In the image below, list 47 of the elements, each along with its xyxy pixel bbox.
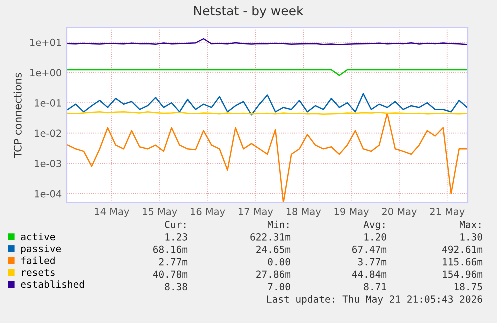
text: 1.23 [166, 233, 188, 241]
text: 27.86m [256, 270, 291, 278]
text: Max: [460, 221, 481, 228]
legend-label: failed [22, 256, 55, 264]
y-tick-label: 1e+01 [30, 38, 62, 46]
text: Avg: [364, 221, 385, 230]
text: 24.65m [256, 246, 291, 254]
y-tick-label: 1e+00 [30, 69, 62, 77]
y-axis-title: TCP connections [14, 73, 22, 158]
text: 0.00 [268, 258, 290, 266]
chart-title: Netstat - by week [194, 6, 304, 18]
x-tick-label: 16 May [191, 208, 226, 218]
text: Min: [268, 220, 289, 228]
text: 7.00 [268, 283, 290, 291]
x-tick-label: 20 May [382, 208, 417, 218]
text: 622.31m [250, 233, 291, 241]
y-tick-label: 1e-03 [35, 160, 62, 168]
text: 67.47m [352, 246, 387, 254]
text: Cur: [165, 221, 186, 228]
text: 44.84m [352, 270, 387, 278]
text: 492.61m [442, 246, 483, 254]
text: 115.66m [443, 258, 483, 266]
text: 1.20 [364, 233, 386, 241]
x-tick-label: 14 May [95, 208, 130, 218]
text: 154.96m [443, 270, 483, 278]
text: 3.77m [358, 258, 387, 266]
x-tick-label: 19 May [334, 208, 370, 218]
legend-label: active [21, 233, 56, 241]
y-tick-label: 1e-01 [35, 100, 62, 107]
legend-label: passive [22, 244, 62, 254]
y-tick-label: 1e-02 [35, 130, 62, 138]
x-tick-label: 21 May [430, 208, 465, 218]
text: Last update: Thu May 21 21:05:43 2026 [267, 295, 482, 305]
y-tick-label: 1e-04 [35, 190, 62, 198]
legend-label: resets [22, 269, 55, 276]
line-series [67, 93, 468, 116]
text: 18.75 [454, 283, 482, 291]
x-tick-label: 15 May [143, 208, 178, 218]
legend-label: established [21, 280, 84, 288]
text: 2.77m [159, 258, 188, 266]
x-tick-label: 17 May [238, 208, 274, 218]
x-tick-label: 18 May [286, 208, 322, 218]
text: 68.16m [154, 246, 188, 254]
text: 8.38 [165, 283, 188, 291]
text: 1.30 [460, 233, 482, 241]
text: 8.71 [364, 283, 386, 291]
text: 40.78m [153, 270, 188, 278]
